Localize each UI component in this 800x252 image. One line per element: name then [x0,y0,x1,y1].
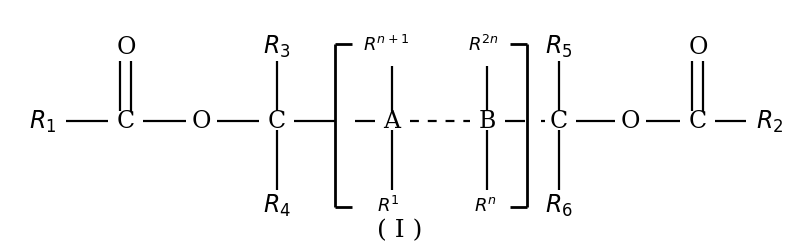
Text: O: O [621,110,640,133]
Text: $R^n$: $R^n$ [474,196,497,214]
Text: $R^1$: $R^1$ [377,195,399,215]
Text: $R^{2n}$: $R^{2n}$ [468,35,499,55]
Text: $R_5$: $R_5$ [545,34,573,60]
Text: $R_6$: $R_6$ [545,192,573,218]
Text: C: C [117,110,135,133]
Text: B: B [478,110,496,133]
Text: $R_3$: $R_3$ [263,34,290,60]
Text: C: C [550,110,568,133]
Text: O: O [688,36,708,58]
Text: $R_1$: $R_1$ [29,108,56,134]
Text: $R^{n+1}$: $R^{n+1}$ [362,35,409,55]
Text: C: C [268,110,286,133]
Text: O: O [116,36,136,58]
Text: C: C [689,110,707,133]
Text: $R_4$: $R_4$ [263,192,291,218]
Text: O: O [192,110,211,133]
Text: A: A [383,110,401,133]
Text: $R_2$: $R_2$ [756,108,783,134]
Text: ( I ): ( I ) [378,218,422,241]
